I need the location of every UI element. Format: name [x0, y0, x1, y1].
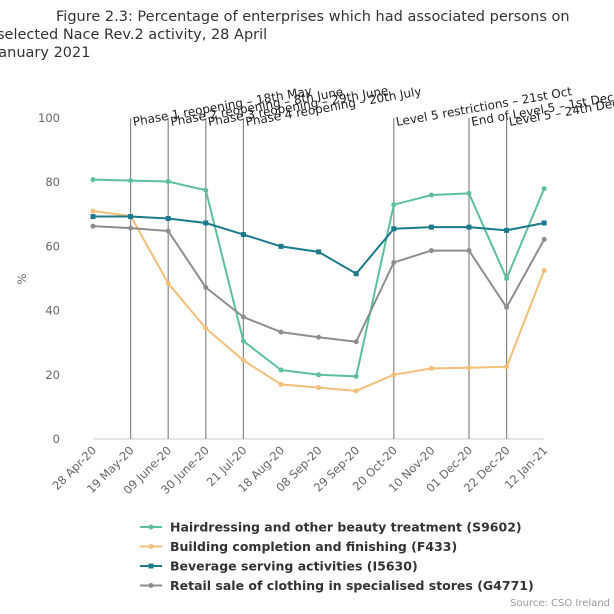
data-point: [316, 249, 322, 255]
data-point: [428, 224, 434, 230]
data-point: [90, 208, 96, 214]
chart-title-line-1: Figure 2.3: Percentage of enterprises wh…: [56, 9, 570, 25]
data-point: [391, 259, 397, 265]
data-point: [541, 236, 547, 242]
data-point: [428, 365, 434, 371]
data-point: [428, 192, 434, 198]
data-point: [541, 186, 547, 192]
data-point: [316, 334, 322, 340]
source-note: Source: CSO Ireland: [510, 598, 610, 609]
legend-label: Beverage serving activities (I5630): [170, 559, 418, 574]
data-point: [165, 280, 171, 286]
data-point: [240, 357, 246, 363]
series-line: [92, 210, 546, 392]
legend-marker: [148, 524, 154, 530]
y-tick-label: 100: [38, 111, 60, 125]
data-point: [240, 338, 246, 344]
legend-label: Building completion and finishing (F433): [170, 539, 457, 554]
data-point: [504, 364, 510, 370]
data-point: [466, 190, 472, 196]
legend-label: Retail sale of clothing in specialised s…: [170, 578, 534, 593]
y-tick-label: 40: [45, 304, 60, 318]
chart-title-line-3: January 2021: [0, 45, 91, 61]
data-point: [165, 215, 171, 221]
data-point: [353, 373, 359, 379]
data-point: [504, 227, 510, 233]
legend-label: Hairdressing and other beauty treatment …: [170, 520, 522, 535]
annotation-lines: [130, 118, 508, 439]
data-point: [90, 223, 96, 229]
data-point: [391, 202, 397, 208]
data-point: [165, 228, 171, 234]
legend-marker: [148, 563, 154, 569]
data-point: [240, 232, 246, 238]
series-line: [92, 225, 546, 343]
data-point: [278, 367, 284, 373]
data-point: [240, 314, 246, 320]
data-point: [428, 248, 434, 254]
data-point: [316, 372, 322, 378]
chart-title: Figure 2.3: Percentage of enterprises wh…: [0, 8, 614, 84]
y-tick-label: 60: [45, 239, 60, 253]
legend-marker: [148, 583, 154, 588]
data-point: [541, 220, 547, 226]
legend: Hairdressing and other beauty treatment …: [140, 520, 534, 593]
data-point: [278, 243, 284, 249]
y-tick-label: 80: [45, 175, 60, 189]
data-point: [278, 329, 284, 335]
data-point: [353, 271, 359, 277]
series-line: [92, 178, 546, 378]
data-point: [541, 267, 547, 273]
data-point: [90, 214, 96, 220]
data-point: [353, 339, 359, 345]
data-point: [353, 388, 359, 394]
data-point: [203, 187, 209, 193]
data-point: [391, 372, 397, 378]
data-point: [504, 276, 510, 281]
series-group: [90, 177, 547, 394]
data-point: [466, 365, 472, 371]
data-point: [466, 224, 472, 230]
y-axis-label: %: [15, 273, 29, 284]
data-point: [203, 325, 209, 331]
data-point: [203, 284, 209, 290]
data-point: [90, 177, 96, 183]
data-point: [165, 179, 171, 185]
data-point: [128, 214, 134, 220]
data-point: [504, 304, 510, 310]
data-point: [316, 385, 322, 391]
y-tick-label: 20: [45, 368, 60, 382]
y-tick-label: 0: [53, 432, 60, 446]
data-point: [391, 226, 397, 232]
data-point: [278, 381, 284, 387]
series-line: [93, 215, 545, 275]
data-point: [203, 220, 209, 226]
data-point: [466, 248, 472, 254]
data-point: [128, 225, 134, 231]
legend-marker: [148, 544, 154, 549]
data-point: [128, 178, 134, 184]
chart-title-line-2: selected Nace Rev.2 activity, 28 April: [0, 27, 268, 43]
